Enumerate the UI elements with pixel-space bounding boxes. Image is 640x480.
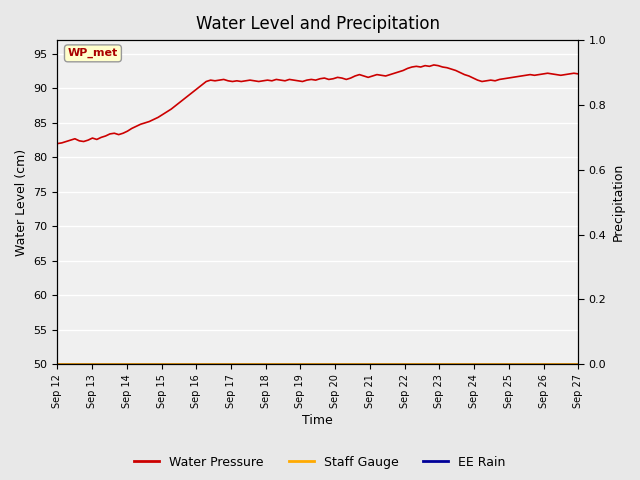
Y-axis label: Water Level (cm): Water Level (cm) — [15, 149, 28, 256]
Title: Water Level and Precipitation: Water Level and Precipitation — [196, 15, 440, 33]
Y-axis label: Precipitation: Precipitation — [612, 163, 625, 241]
X-axis label: Time: Time — [303, 414, 333, 427]
Text: WP_met: WP_met — [68, 48, 118, 59]
Legend: Water Pressure, Staff Gauge, EE Rain: Water Pressure, Staff Gauge, EE Rain — [129, 451, 511, 474]
